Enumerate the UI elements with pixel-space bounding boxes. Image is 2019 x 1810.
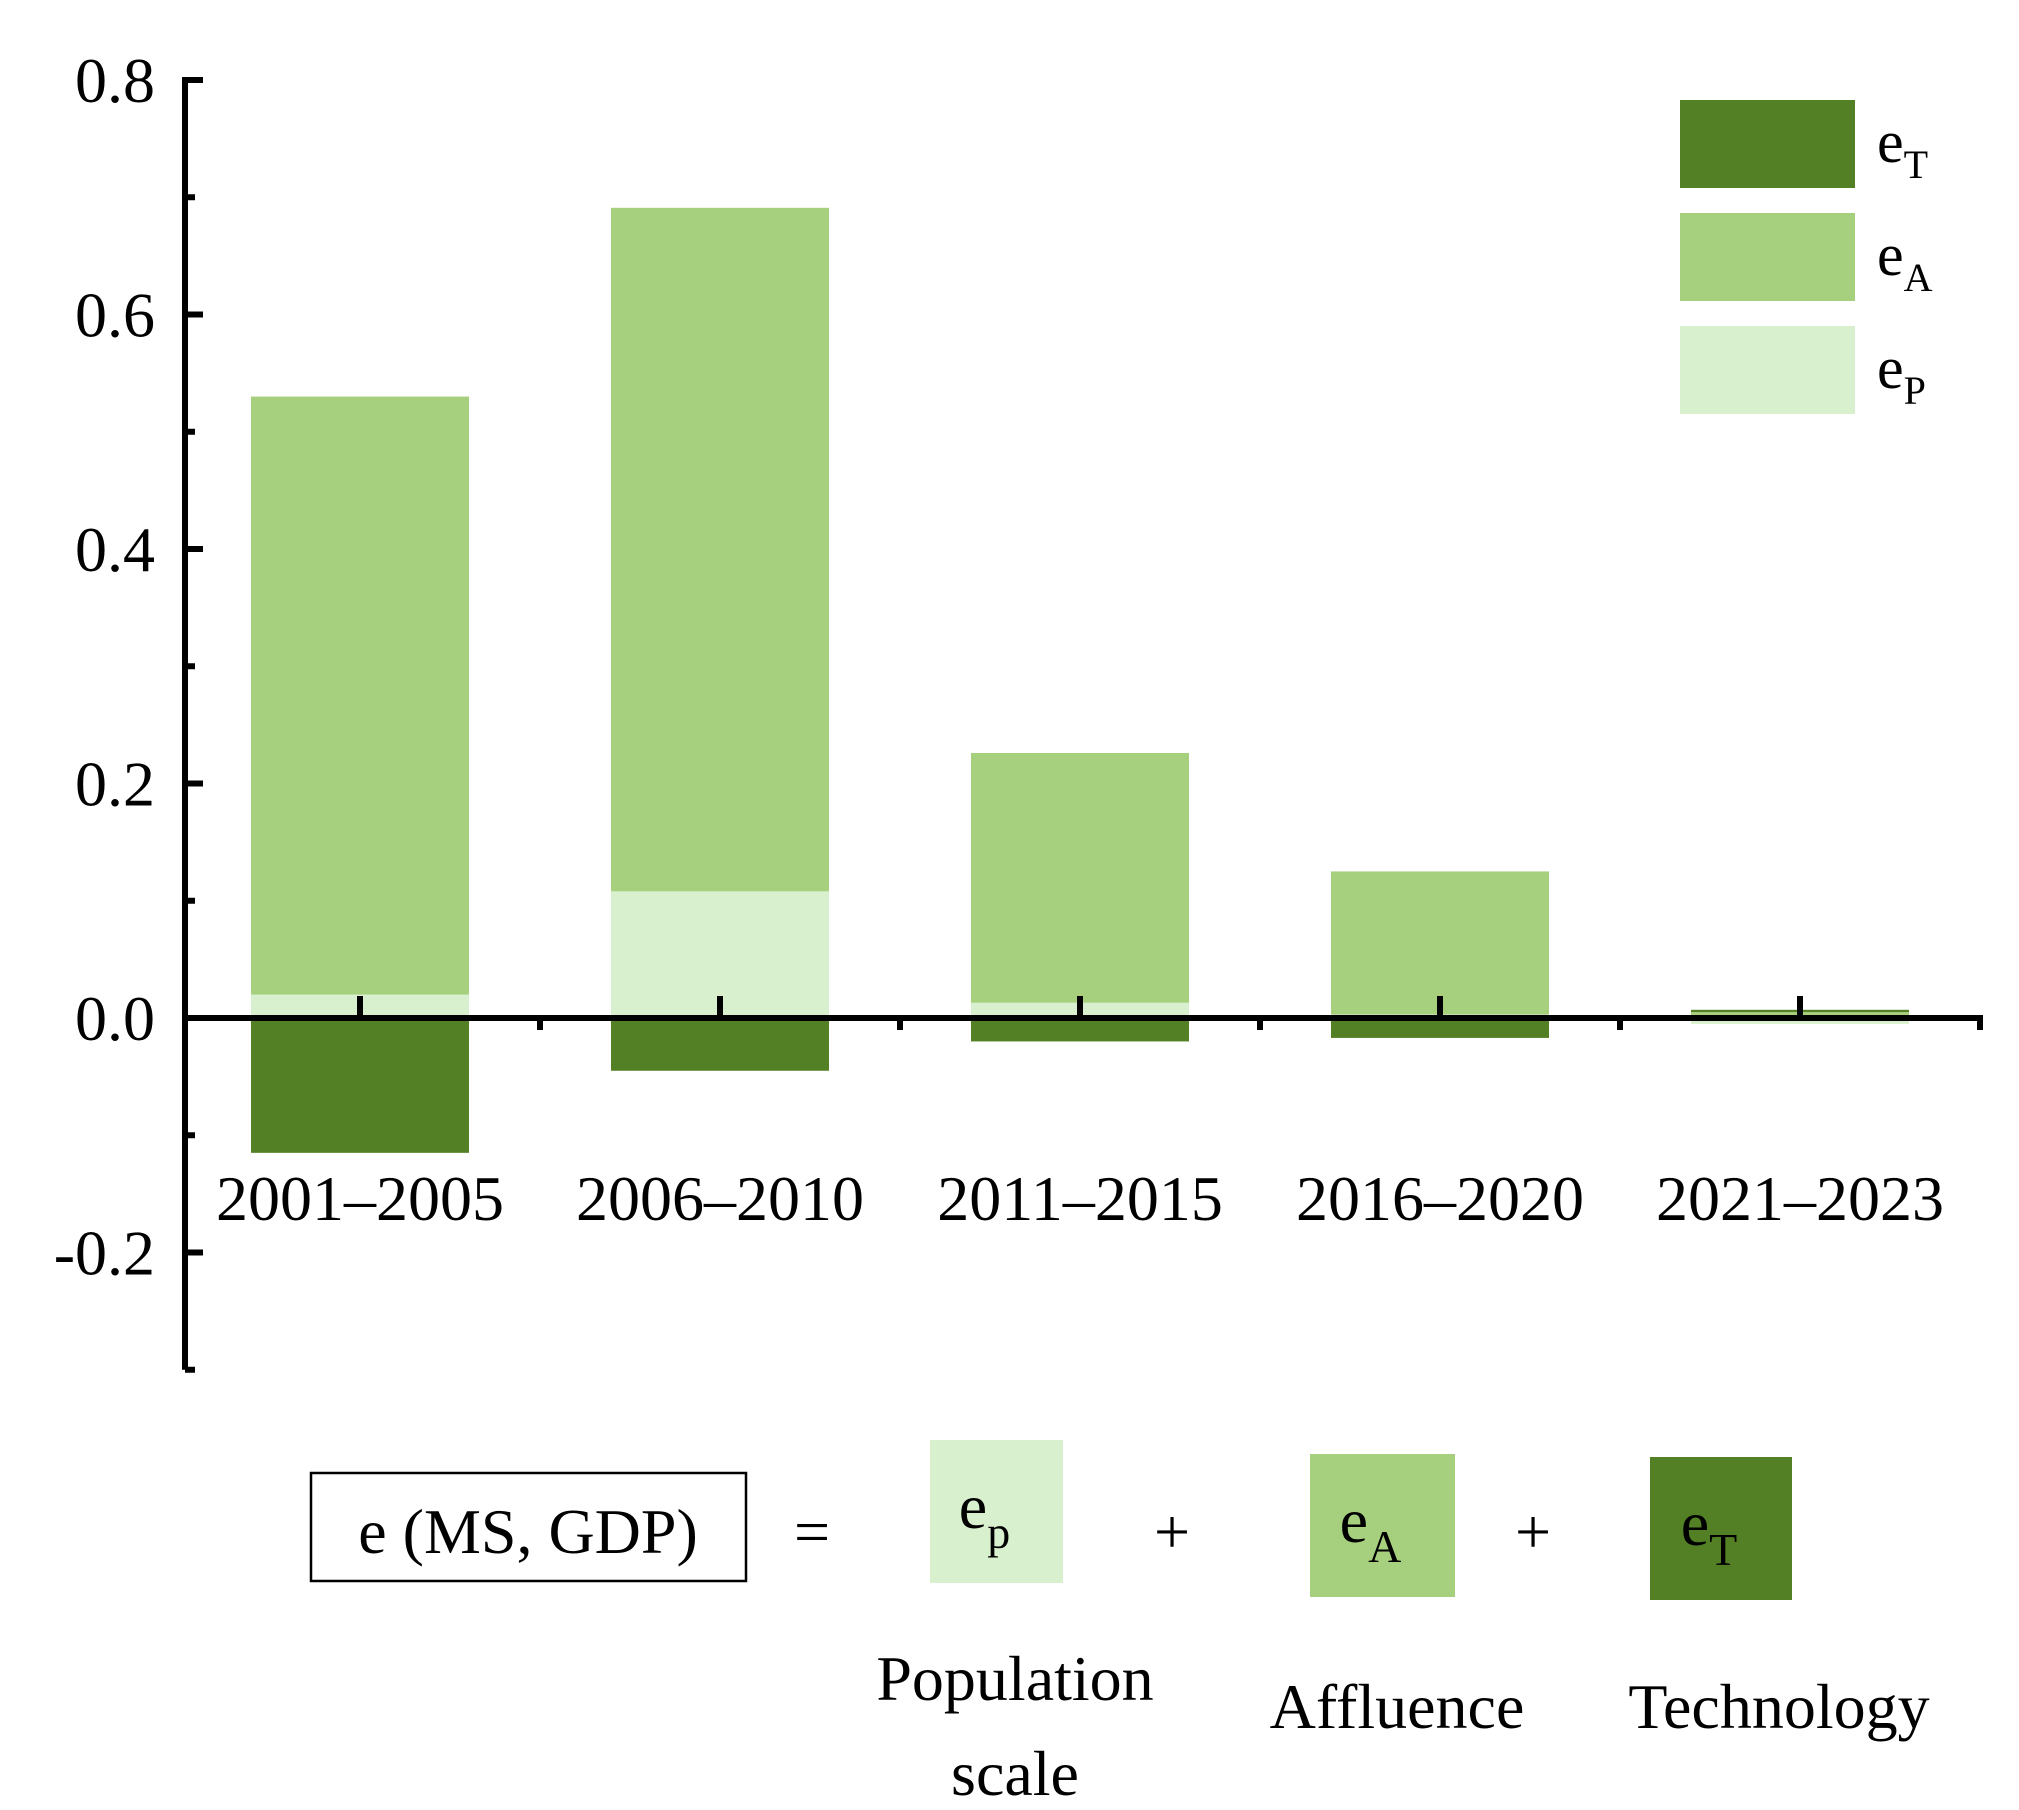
x-tick-label: 2006–2010	[576, 1163, 864, 1234]
x-tick-label: 2021–2023	[1656, 1163, 1944, 1234]
legend-label-eP: eP	[1877, 335, 1926, 413]
legend-swatch-eP	[1680, 326, 1855, 414]
bars-group	[251, 207, 1909, 1153]
formula-term-3: eT	[1681, 1488, 1738, 1575]
y-tick-label: 0.2	[75, 749, 155, 820]
legend-swatch-eT	[1680, 100, 1855, 188]
formula-term-2: eA	[1340, 1485, 1402, 1572]
bar-eT-2	[611, 1018, 829, 1071]
formula-caption: Population	[876, 1643, 1153, 1714]
y-tick-label: 0.8	[75, 45, 155, 116]
formula-lhs: e (MS, GDP)	[358, 1496, 698, 1567]
formula-plus: +	[1515, 1496, 1551, 1567]
x-tick-label: 2016–2020	[1296, 1163, 1584, 1234]
x-tick-label: 2011–2015	[937, 1163, 1223, 1234]
formula-term-swatch-1	[930, 1440, 1063, 1583]
x-tick-label: 2001–2005	[216, 1163, 504, 1234]
bar-eA-2	[611, 207, 829, 892]
bar-eT-4	[1331, 1018, 1549, 1038]
bar-eT-1	[251, 1018, 469, 1153]
axes-group: -0.2 0.0 0.2 0.4 0.6 0.8 2001–2005 2006–2010 201…	[54, 45, 1983, 1373]
formula-caption: Technology	[1628, 1671, 1929, 1742]
legend-swatch-eA	[1680, 213, 1855, 301]
formula-plus: +	[1154, 1496, 1190, 1567]
legend: eT eA eP	[1680, 100, 1933, 414]
bar-eA-1	[251, 396, 469, 995]
y-tick-label: -0.2	[54, 1218, 155, 1289]
formula-term-swatch-2	[1310, 1454, 1455, 1597]
formula-term-swatch-3	[1650, 1457, 1792, 1600]
y-tick-label: 0.0	[75, 983, 155, 1054]
formula-caption: Affluence	[1270, 1671, 1525, 1742]
y-tick-label: 0.4	[75, 514, 155, 585]
bar-eT-3	[971, 1018, 1189, 1042]
formula-lhs-box	[309, 1471, 748, 1583]
formula-term-1: ep	[959, 1471, 1010, 1558]
bar-eA-3	[971, 753, 1189, 1003]
formula-caption: scale	[951, 1738, 1079, 1809]
formula-equals: =	[794, 1496, 830, 1567]
legend-label-eA: eA	[1877, 222, 1933, 300]
legend-label-eT: eT	[1877, 109, 1928, 187]
decomposition-formula: e (MS, GDP) = ep Population scale + eA Affluenc…	[309, 1440, 1930, 1809]
bar-eA-4	[1331, 871, 1549, 1015]
y-tick-label: 0.6	[75, 280, 155, 351]
